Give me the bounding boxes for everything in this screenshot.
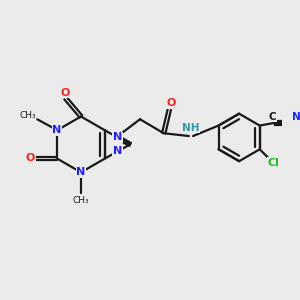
Text: O: O — [166, 98, 175, 108]
Text: N: N — [113, 132, 122, 142]
Text: Cl: Cl — [268, 158, 280, 168]
Text: N: N — [76, 167, 85, 177]
Text: O: O — [26, 153, 35, 164]
Text: CH₃: CH₃ — [19, 111, 36, 120]
Text: N: N — [113, 146, 122, 156]
Text: NH: NH — [182, 123, 200, 133]
Text: CH₃: CH₃ — [73, 196, 89, 205]
Text: N: N — [292, 112, 300, 122]
Text: O: O — [61, 88, 70, 98]
Text: N: N — [52, 125, 62, 136]
Text: C: C — [268, 112, 276, 122]
